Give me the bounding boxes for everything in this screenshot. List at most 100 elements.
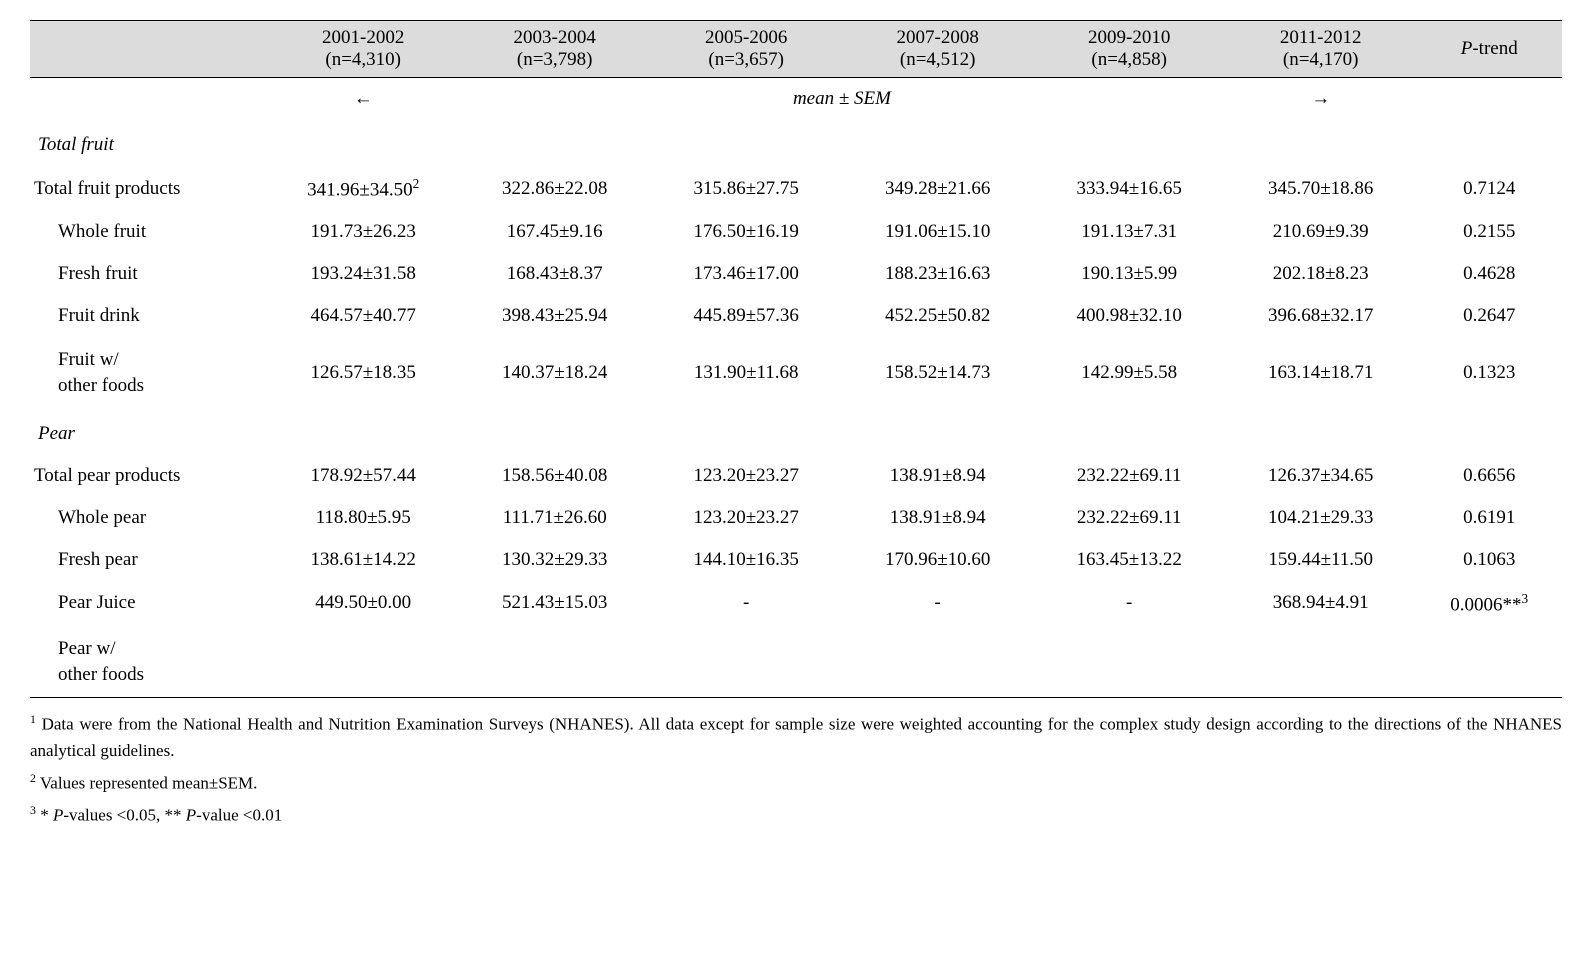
footnote-3-d: P — [186, 805, 196, 824]
table-row: Whole pear118.80±5.95111.71±26.60123.20±… — [30, 497, 1562, 539]
header-period-5: 2011-2012(n=4,170) — [1225, 21, 1417, 78]
cell: 138.61±14.22 — [267, 539, 459, 581]
cell: 176.50±16.19 — [650, 211, 842, 253]
subheader-text: mean ± SEM — [459, 78, 1225, 121]
footnote-3-b: P — [53, 805, 63, 824]
section-title-row: Total fruit — [30, 120, 1562, 166]
footnote-3-c: -values <0.05, ** — [63, 805, 185, 824]
row-label: Fruit drink — [30, 295, 267, 337]
cell: 190.13±5.99 — [1033, 253, 1225, 295]
cell: - — [650, 581, 842, 626]
footnote-1-text: Data were from the National Health and N… — [30, 715, 1562, 760]
footnote-3-e: -value <0.01 — [196, 805, 282, 824]
cell: 445.89±57.36 — [650, 295, 842, 337]
cell: 400.98±32.10 — [1033, 295, 1225, 337]
cell: 191.06±15.10 — [842, 211, 1034, 253]
table-row: Pear Juice449.50±0.00521.43±15.03---368.… — [30, 581, 1562, 626]
cell: 138.91±8.94 — [842, 455, 1034, 497]
ptrend-cell: 0.1063 — [1416, 539, 1562, 581]
footnote-1: 1 Data were from the National Health and… — [30, 710, 1562, 764]
ptrend-cell: 0.0006**3 — [1416, 581, 1562, 626]
header-period-1: 2003-2004(n=3,798) — [459, 21, 651, 78]
cell: 210.69±9.39 — [1225, 211, 1417, 253]
subheader-empty — [30, 78, 267, 121]
cell: 232.22±69.11 — [1033, 455, 1225, 497]
footnotes: 1 Data were from the National Health and… — [30, 710, 1562, 828]
cell: 163.14±18.71 — [1225, 337, 1417, 408]
cell: 130.32±29.33 — [459, 539, 651, 581]
cell: 398.43±25.94 — [459, 295, 651, 337]
section-title: Total fruit — [30, 120, 1562, 166]
table-row: Fruit drink464.57±40.77398.43±25.94445.8… — [30, 295, 1562, 337]
cell: 232.22±69.11 — [1033, 497, 1225, 539]
cell: 144.10±16.35 — [650, 539, 842, 581]
cell — [459, 626, 651, 698]
cell: 111.71±26.60 — [459, 497, 651, 539]
cell: 170.96±10.60 — [842, 539, 1034, 581]
cell: 449.50±0.00 — [267, 581, 459, 626]
row-label: Whole pear — [30, 497, 267, 539]
footnote-3-sup: 3 — [30, 803, 36, 817]
arrow-right: → — [1225, 78, 1417, 121]
cell: 123.20±23.27 — [650, 497, 842, 539]
footnote-2: 2 Values represented mean±SEM. — [30, 769, 1562, 797]
cell: 315.86±27.75 — [650, 166, 842, 211]
footnote-2-sup: 2 — [30, 771, 36, 785]
cell: 368.94±4.91 — [1225, 581, 1417, 626]
cell: 341.96±34.502 — [267, 166, 459, 211]
cell: 193.24±31.58 — [267, 253, 459, 295]
footnote-2-text: Values represented mean±SEM. — [40, 773, 258, 792]
cell: 126.57±18.35 — [267, 337, 459, 408]
ptrend-cell — [1416, 626, 1562, 698]
cell: 521.43±15.03 — [459, 581, 651, 626]
cell: 158.56±40.08 — [459, 455, 651, 497]
cell — [1225, 626, 1417, 698]
cell — [267, 626, 459, 698]
row-label: Fresh pear — [30, 539, 267, 581]
cell: 191.13±7.31 — [1033, 211, 1225, 253]
cell: 140.37±18.24 — [459, 337, 651, 408]
cell: 345.70±18.86 — [1225, 166, 1417, 211]
cell: 191.73±26.23 — [267, 211, 459, 253]
row-label: Total fruit products — [30, 166, 267, 211]
table-row: Total pear products178.92±57.44158.56±40… — [30, 455, 1562, 497]
cell: 142.99±5.58 — [1033, 337, 1225, 408]
cell: 138.91±8.94 — [842, 497, 1034, 539]
section-title-row: Pear — [30, 409, 1562, 455]
ptrend-cell: 0.2647 — [1416, 295, 1562, 337]
table-body: ← mean ± SEM → Total fruitTotal fruit pr… — [30, 78, 1562, 698]
cell: 118.80±5.95 — [267, 497, 459, 539]
footnote-1-sup: 1 — [30, 712, 36, 726]
ptrend-cell: 0.4628 — [1416, 253, 1562, 295]
cell: 202.18±8.23 — [1225, 253, 1417, 295]
cell: 163.45±13.22 — [1033, 539, 1225, 581]
header-period-2: 2005-2006(n=3,657) — [650, 21, 842, 78]
cell: 333.94±16.65 — [1033, 166, 1225, 211]
footnote-3-a: * — [40, 805, 53, 824]
table-row: Whole fruit191.73±26.23167.45±9.16176.50… — [30, 211, 1562, 253]
table-row: Fresh fruit193.24±31.58168.43±8.37173.46… — [30, 253, 1562, 295]
cell: 167.45±9.16 — [459, 211, 651, 253]
table-row: Pear w/other foods — [30, 626, 1562, 698]
footnote-3: 3 * P-values <0.05, ** P-value <0.01 — [30, 801, 1562, 829]
data-table: 2001-2002(n=4,310)2003-2004(n=3,798)2005… — [30, 20, 1562, 698]
subheader-empty2 — [1416, 78, 1562, 121]
cell: 396.68±32.17 — [1225, 295, 1417, 337]
ptrend-cell: 0.6191 — [1416, 497, 1562, 539]
table-row: Total fruit products341.96±34.502322.86±… — [30, 166, 1562, 211]
ptrend-cell: 0.2155 — [1416, 211, 1562, 253]
header-period-4: 2009-2010(n=4,858) — [1033, 21, 1225, 78]
table-row: Fruit w/other foods126.57±18.35140.37±18… — [30, 337, 1562, 408]
cell: 464.57±40.77 — [267, 295, 459, 337]
cell: 322.86±22.08 — [459, 166, 651, 211]
subheader-row: ← mean ± SEM → — [30, 78, 1562, 121]
cell — [1033, 626, 1225, 698]
ptrend-cell: 0.1323 — [1416, 337, 1562, 408]
cell: 168.43±8.37 — [459, 253, 651, 295]
header-empty — [30, 21, 267, 78]
cell: 178.92±57.44 — [267, 455, 459, 497]
ptrend-suffix: -trend — [1472, 38, 1517, 59]
cell: 123.20±23.27 — [650, 455, 842, 497]
row-label: Total pear products — [30, 455, 267, 497]
cell: 452.25±50.82 — [842, 295, 1034, 337]
